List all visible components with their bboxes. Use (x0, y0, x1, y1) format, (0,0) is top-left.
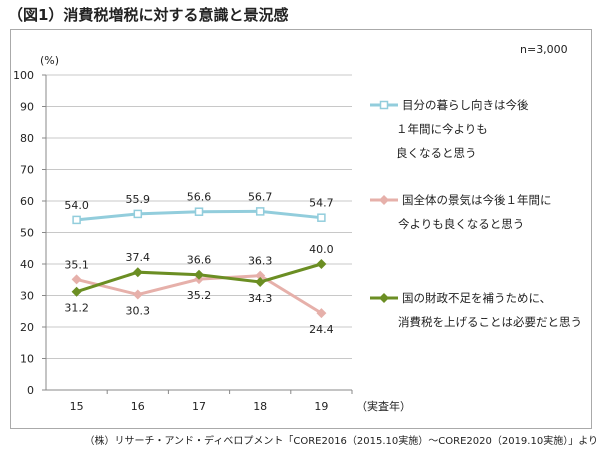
y-axis-label: (%) (40, 54, 59, 67)
legend-marker (379, 100, 389, 110)
data-label: 31.2 (64, 302, 89, 315)
data-label: 56.6 (187, 191, 212, 204)
x-tick-label: 16 (131, 400, 145, 413)
data-label: 54.7 (309, 197, 334, 210)
y-tick-label: 10 (20, 353, 34, 366)
legend-label: １年間に今よりも (396, 122, 488, 136)
legend-marker (379, 195, 389, 205)
y-tick-label: 100 (13, 69, 34, 82)
y-tick-label: 80 (20, 132, 34, 145)
data-label: 40.0 (309, 243, 334, 256)
data-point (72, 215, 81, 225)
data-point (194, 269, 204, 280)
data-label: 34.3 (248, 292, 273, 305)
data-point (255, 270, 266, 281)
data-label: 36.6 (187, 254, 212, 267)
data-label: 37.4 (126, 251, 151, 264)
legend-marker (379, 293, 389, 303)
data-point (71, 274, 82, 285)
legend-label: 国の財政不足を補うために、 (402, 291, 551, 305)
data-point (316, 259, 327, 269)
data-label: 24.4 (309, 323, 334, 336)
y-tick-label: 0 (27, 384, 34, 397)
legend-label: 良くなると思う (396, 146, 477, 160)
legend-label: 国全体の景気は今後１年間に (402, 193, 552, 207)
sample-size-note: n=3,000 (520, 43, 568, 56)
data-point (317, 213, 326, 222)
y-tick-label: 90 (20, 101, 34, 114)
legend-label: 消費税を上げることは必要だと思う (398, 315, 582, 329)
legend-label: 今よりも良くなると思う (398, 217, 524, 231)
x-tick-label: 15 (70, 400, 84, 413)
x-axis-label: （実査年） (356, 399, 411, 413)
y-tick-label: 70 (20, 164, 34, 177)
data-label: 54.0 (64, 199, 89, 212)
data-label: 30.3 (126, 305, 151, 318)
data-point (255, 276, 266, 287)
chart-frame (10, 29, 592, 429)
data-point (132, 289, 143, 300)
x-tick-label: 19 (314, 400, 328, 413)
y-tick-label: 30 (20, 290, 34, 303)
x-tick-label: 17 (192, 400, 206, 413)
y-tick-label: 60 (20, 195, 34, 208)
data-point (316, 308, 327, 319)
data-point (255, 207, 265, 216)
data-label: 36.3 (248, 255, 273, 268)
data-label: 55.9 (126, 193, 151, 206)
x-tick-label: 18 (253, 400, 267, 413)
y-tick-label: 20 (20, 321, 34, 334)
y-tick-label: 50 (20, 227, 34, 240)
data-point (194, 207, 204, 216)
y-tick-label: 40 (20, 258, 34, 271)
data-label: 56.7 (248, 190, 273, 203)
legend-label: 目分の暮らし向きは今後 (402, 98, 529, 112)
figure-title: （図1）消費税増税に対する意識と景況感 (8, 6, 289, 24)
data-label: 35.1 (64, 258, 89, 271)
data-label: 35.2 (187, 289, 212, 302)
source-note: （株）リサーチ・アンド・ディベロプメント「CORE2016（2015.10実施）… (84, 436, 598, 447)
data-point (132, 267, 143, 278)
data-point (133, 209, 143, 219)
data-point (71, 286, 82, 297)
